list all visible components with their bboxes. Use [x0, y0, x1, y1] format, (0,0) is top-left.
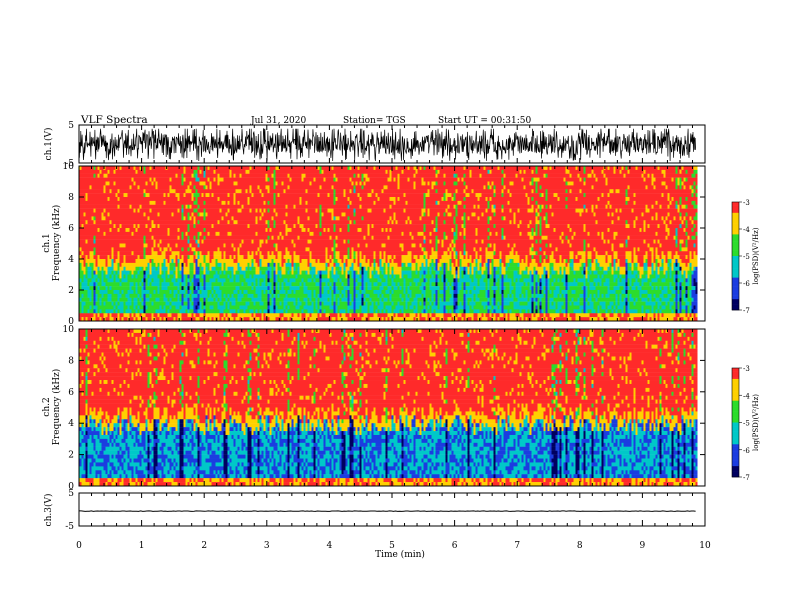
ch1-waveform-ylabel: ch.1(V)	[43, 128, 54, 161]
colorbar-tick-label: -4	[743, 392, 750, 400]
time-tick-label-4: 4	[327, 541, 333, 551]
colorbar-tick-label: -6	[743, 280, 750, 288]
ch1-spectrogram-channel-label: ch.1	[42, 233, 52, 252]
time-tick-label-0: 0	[76, 541, 82, 551]
colorbar-tick-label: -3	[743, 199, 750, 207]
colorbar-tick-label: -5	[743, 420, 750, 428]
ytick-label: 8	[68, 356, 74, 366]
ch2-spectrogram-channel-label: ch.2	[42, 397, 52, 416]
ytick-label: 2	[68, 451, 74, 461]
ch1-colorbar: -7 -6 -5 -4 -3 log(PSD)(V²/Hz)	[732, 199, 760, 315]
time-axis-label: Time (min)	[375, 549, 425, 560]
ch3-waveform-panel: -5 5 ch.3(V)	[43, 489, 705, 532]
time-tick-label-1: 1	[139, 541, 145, 551]
ytick-label: 4	[68, 255, 74, 265]
time-axis: 0 1 2 3 4 5 6 7 8 9 10	[76, 520, 711, 551]
colorbar-label: log(PSD)(V²/Hz)	[752, 227, 760, 284]
ytick-label: 10	[63, 325, 75, 335]
ch3-ytick-label: -5	[65, 522, 74, 532]
ch3-waveform-trace	[79, 511, 696, 512]
time-tick-label-9: 9	[640, 541, 646, 551]
colorbar-tick-label: -7	[743, 307, 750, 315]
time-tick-label-10: 10	[699, 541, 711, 551]
ch1-ytick-label: 5	[68, 121, 74, 131]
ch2-spectrogram-ylabel: Frequency (kHz)	[51, 369, 62, 446]
ch3-waveform-ylabel: ch.3(V)	[43, 494, 54, 527]
colorbar-tick-label: -6	[743, 447, 750, 455]
ytick-label: 10	[63, 162, 75, 172]
ch1-waveform-trace	[79, 129, 696, 161]
ytick-label: 6	[68, 224, 74, 234]
colorbar-tick-label: -3	[743, 365, 750, 373]
time-tick-label-2: 2	[201, 541, 207, 551]
ch1-spectrogram-cells	[80, 166, 698, 321]
time-tick-label-6: 6	[452, 541, 458, 551]
ch1-spectrogram-ylabel: Frequency (kHz)	[51, 205, 62, 282]
time-tick-label-7: 7	[514, 541, 520, 551]
ytick-label: 6	[68, 388, 74, 398]
ytick-label: 2	[68, 286, 74, 296]
colorbar-label: log(PSD)(V²/Hz)	[752, 394, 760, 451]
ch1-waveform-panel: -55 ch.1(V)	[43, 121, 705, 169]
time-tick-label-8: 8	[577, 541, 583, 551]
colorbar-tick-label: -7	[743, 474, 750, 482]
ytick-label: 4	[68, 419, 74, 429]
colorbar-tick-label: -5	[743, 253, 750, 261]
ch2-colorbar: -7 -6 -5 -4 -3 log(PSD)(V²/Hz)	[732, 365, 760, 482]
time-tick-label-3: 3	[264, 541, 270, 551]
colorbar-tick-label: -4	[743, 226, 750, 234]
figure-header: VLF Spectra Jul 31, 2020 Station= TGS St…	[80, 114, 531, 126]
ch2-spectrogram-cells	[80, 329, 698, 486]
ch3-ytick-label: 5	[68, 489, 74, 499]
ytick-label: 8	[68, 193, 74, 203]
figure-title: VLF Spectra	[80, 114, 148, 126]
